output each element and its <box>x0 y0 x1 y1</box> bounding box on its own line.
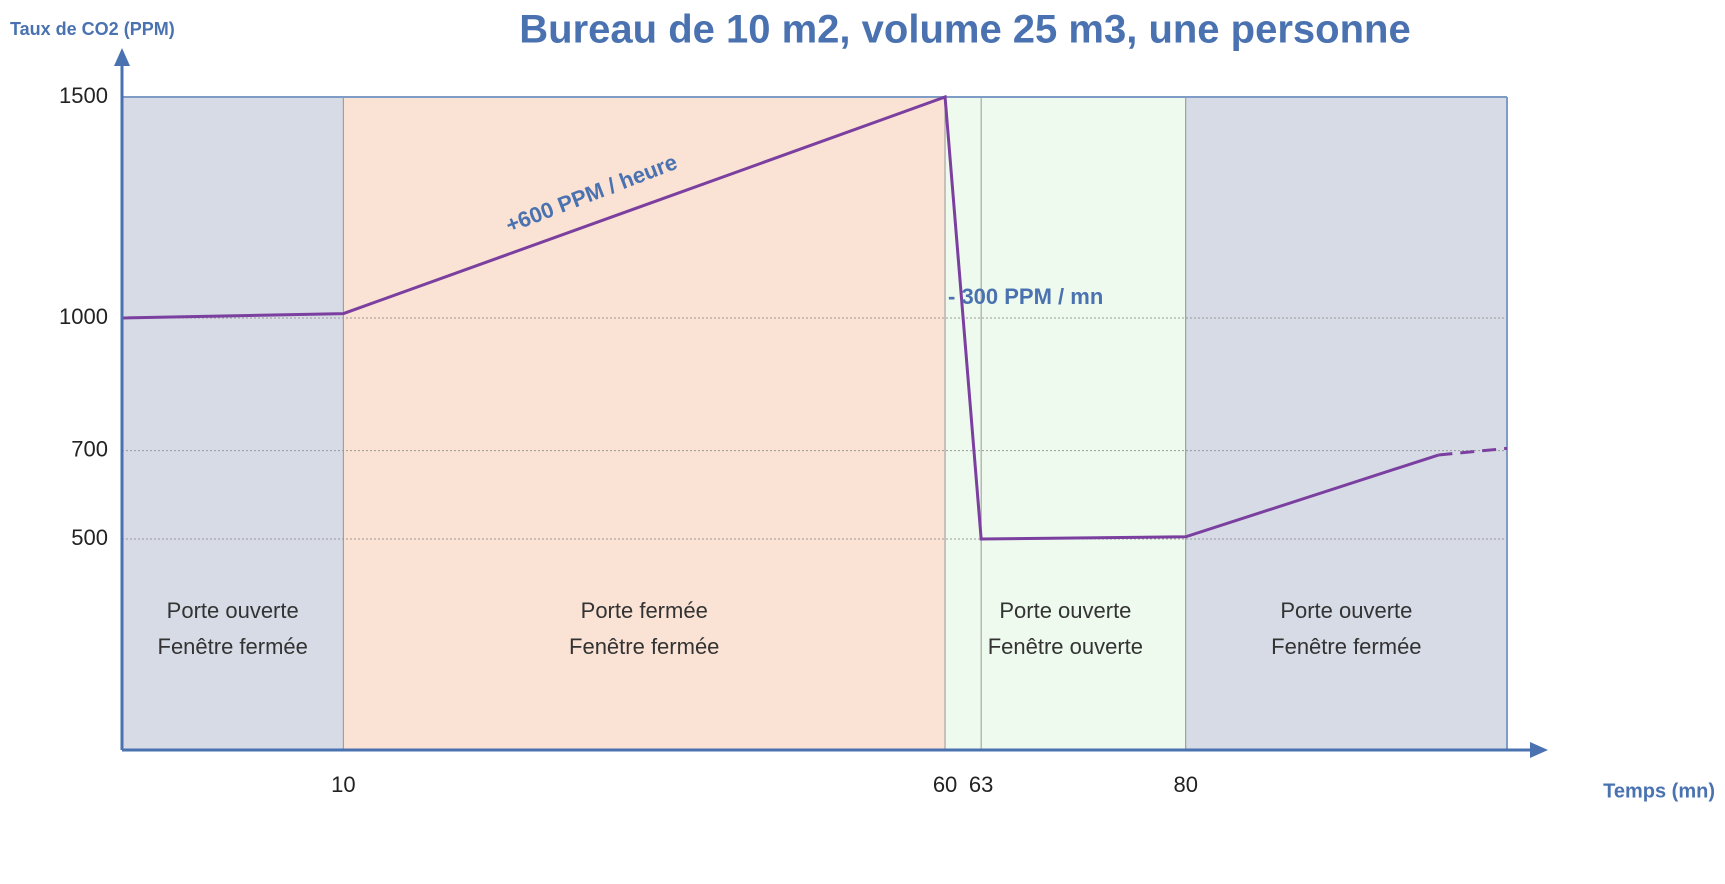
y-axis-arrow <box>114 48 130 66</box>
region <box>945 97 1186 750</box>
region-label: Fenêtre fermée <box>569 634 719 659</box>
region-label: Porte ouverte <box>1280 598 1412 623</box>
x-axis-arrow <box>1530 742 1548 758</box>
x-tick-label: 60 <box>933 772 957 797</box>
region <box>122 97 344 750</box>
y-tick-label: 500 <box>71 525 108 550</box>
x-tick-label: 10 <box>331 772 355 797</box>
x-axis-label: Temps (mn) <box>1603 780 1715 802</box>
y-tick-label: 700 <box>71 436 108 461</box>
y-tick-label: 1500 <box>59 83 108 108</box>
region-label: Porte fermée <box>581 598 708 623</box>
grid-layer <box>122 96 1508 750</box>
region-label: Fenêtre fermée <box>158 634 308 659</box>
region-label: Porte ouverte <box>999 598 1131 623</box>
region-label: Fenêtre ouverte <box>988 634 1143 659</box>
chart-title: Bureau de 10 m2, volume 25 m3, une perso… <box>519 8 1410 52</box>
data-layer: Porte ouverte Fenêtre fermée Porte fermée F… <box>59 83 1508 797</box>
x-tick-label: 80 <box>1173 772 1197 797</box>
y-axis-label: Taux de CO2 (PPM) <box>10 19 175 39</box>
data-line <box>1438 446 1508 457</box>
y-tick-label: 1000 <box>59 304 108 329</box>
annotation: - 300 PPM / mn <box>948 284 1103 309</box>
region <box>1185 97 1507 750</box>
x-tick-label: 63 <box>969 772 993 797</box>
region-label: Fenêtre fermée <box>1271 634 1421 659</box>
region-label: Porte ouverte <box>167 598 299 623</box>
data-line <box>121 94 1439 541</box>
